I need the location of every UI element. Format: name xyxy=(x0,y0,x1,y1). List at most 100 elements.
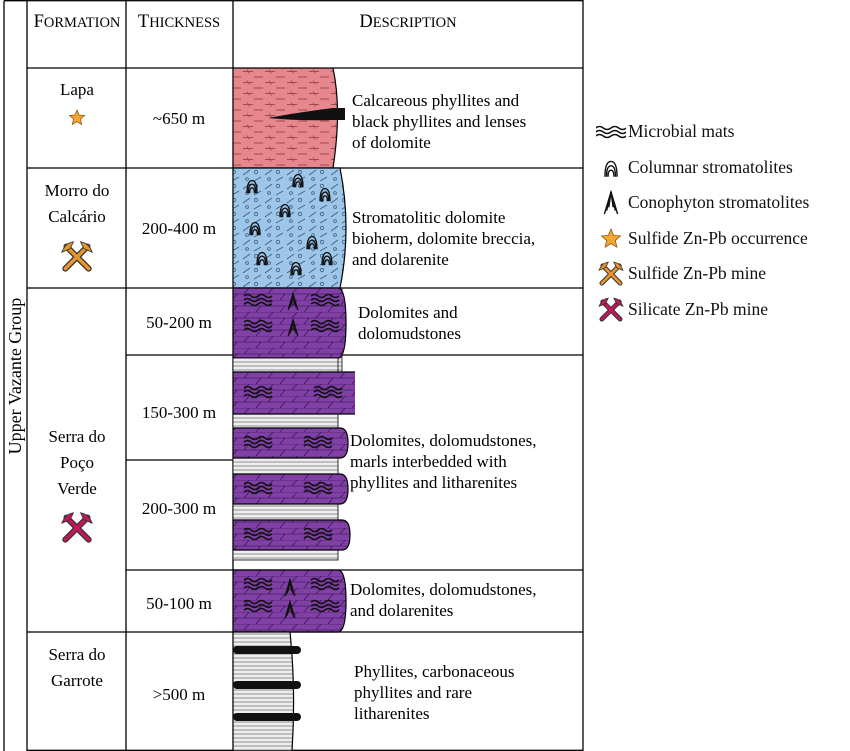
microbial-mats-icon xyxy=(310,599,340,613)
description-line: Stromatolitic dolomite xyxy=(352,208,505,227)
columnar-stromatolite-icon xyxy=(319,187,331,202)
thickness-label: 50-100 m xyxy=(146,594,212,613)
description-line: Dolomites, dolomudstones, xyxy=(350,580,537,599)
conophyton-stromatolite-icon xyxy=(287,317,299,337)
pickaxe-icon xyxy=(61,241,93,272)
table-header: FORMATION THICKNESS DESCRIPTION xyxy=(34,12,458,32)
formation-names: Lapa Morro do Calcário Serra do Poço Verde Ser… xyxy=(45,80,110,690)
conophyton-stromatolite-icon xyxy=(287,291,299,311)
legend-label: Columnar stromatolites xyxy=(628,156,793,177)
microbial-mats-icon xyxy=(243,293,273,307)
thickness-label: ~650 m xyxy=(153,109,205,128)
legend-label: Sulfide Zn-Pb mine xyxy=(628,263,767,283)
microbial-mats-icon xyxy=(243,481,273,495)
formation-name-line: Calcário xyxy=(48,207,106,226)
columnar-stromatolite-icon xyxy=(290,261,302,276)
formation-name-line: Garrote xyxy=(51,671,103,690)
conophyton-stromatolite-icon xyxy=(284,577,296,597)
lithology-dolomite-bed xyxy=(233,519,351,551)
header-formation: FORMATION xyxy=(34,12,121,32)
description-texts: Calcareous phyllites and black phyllites … xyxy=(350,91,537,723)
legend-label: Conophyton stromatolites xyxy=(628,192,810,212)
microbial-mats-icon xyxy=(310,293,340,307)
formation-name-line: Lapa xyxy=(60,80,94,99)
lithology-phyllite-carbonaceous xyxy=(233,631,301,751)
lithology-dolomite-breccia xyxy=(233,167,347,289)
description-line: phyllites and rare xyxy=(354,683,472,702)
description-line: Phyllites, carbonaceous xyxy=(354,662,515,681)
lithology-dolomite-bed xyxy=(233,473,349,505)
microbial-mats-icon xyxy=(303,435,333,449)
thickness-label: 50-200 m xyxy=(146,313,212,332)
star-icon xyxy=(600,227,622,248)
description-line: Dolomites, dolomudstones, xyxy=(350,431,537,450)
columnar-stromatolite-icon xyxy=(279,203,291,218)
legend-item: Sulfide Zn-Pb mine xyxy=(594,260,850,296)
lithology-dolomite-bed xyxy=(233,427,349,459)
microbial-mats-icon xyxy=(243,577,273,591)
description-line: bioherm, dolomite breccia, xyxy=(352,229,535,248)
microbial-mats-icon xyxy=(310,577,340,591)
legend-item: Sulfide Zn-Pb occurrence xyxy=(594,225,850,261)
microbial-mats-icon xyxy=(303,527,333,541)
header-description: DESCRIPTION xyxy=(359,12,457,32)
conophyton-stromatolite-icon xyxy=(284,599,296,619)
columnar-stromatolite-icon xyxy=(604,160,618,177)
legend-label: Sulfide Zn-Pb occurrence xyxy=(628,227,808,248)
thickness-label: 200-300 m xyxy=(142,499,216,518)
legend-item: Silicate Zn-Pb mine xyxy=(594,296,850,332)
microbial-mats-icon xyxy=(310,319,340,333)
description-line: dolomudstones xyxy=(358,324,461,343)
microbial-mats-icon xyxy=(243,527,273,541)
legend-label: Silicate Zn-Pb mine xyxy=(628,298,768,319)
columnar-stromatolite-icon xyxy=(249,221,261,236)
lithology-calcareous-phyllite xyxy=(233,68,345,169)
thickness-labels: ~650 m 200-400 m 50-200 m 150-300 m 200-300 … xyxy=(142,109,216,704)
description-line: of dolomite xyxy=(352,133,431,152)
microbial-mats-icon xyxy=(313,385,343,399)
lithology-dolomite-bed xyxy=(233,371,355,415)
pickaxe-icon xyxy=(598,261,624,286)
formation-name-line: Serra do xyxy=(48,427,105,446)
microbial-mats-icon xyxy=(596,125,626,139)
description-line: litharenites xyxy=(354,704,430,723)
thickness-label: 150-300 m xyxy=(142,403,216,422)
description-line: and dolarenites xyxy=(350,601,453,620)
description-line: and dolarenite xyxy=(352,250,449,269)
legend-label: Microbial mats xyxy=(628,121,735,141)
header-thickness: THICKNESS xyxy=(138,12,220,32)
description-line: Dolomites and xyxy=(358,303,458,322)
black-phyllite-lens xyxy=(268,108,345,121)
columnar-stromatolite-icon xyxy=(306,235,318,250)
legend-item: Conophyton stromatolites xyxy=(594,189,850,225)
thickness-label: >500 m xyxy=(153,685,206,704)
formation-name-line: Verde xyxy=(57,479,97,498)
conophyton-stromatolite-icon xyxy=(603,190,619,215)
pickaxe-icon xyxy=(61,512,93,543)
columnar-stromatolite-icon xyxy=(321,251,333,266)
group-label: Upper Vazante Group xyxy=(5,298,25,455)
formation-name-line: Poço xyxy=(60,453,94,472)
lithology-column xyxy=(233,68,355,751)
legend-item: Microbial mats xyxy=(594,118,850,154)
carbonaceous-phyllite-bed xyxy=(233,646,301,654)
legend: Microbial mats Columnar stromatolites Cono… xyxy=(594,118,850,331)
thickness-label: 200-400 m xyxy=(142,219,216,238)
microbial-mats-icon xyxy=(243,319,273,333)
columnar-stromatolite-icon xyxy=(256,251,268,266)
legend-item: Columnar stromatolites xyxy=(594,154,850,190)
description-line: black phyllites and lenses xyxy=(352,112,526,131)
microbial-mats-icon xyxy=(243,385,273,399)
microbial-mats-icon xyxy=(303,481,333,495)
carbonaceous-phyllite-bed xyxy=(233,681,301,689)
lithology-dolomite-microbial xyxy=(233,287,347,359)
microbial-mats-icon xyxy=(243,435,273,449)
formation-name-line: Morro do xyxy=(45,181,110,200)
lithology-dolomite-microbial-stromatolite xyxy=(233,569,347,633)
carbonaceous-phyllite-bed xyxy=(233,713,301,721)
columnar-stromatolite-icon xyxy=(246,179,258,194)
star-icon xyxy=(68,108,86,126)
pickaxe-icon xyxy=(598,297,624,322)
description-line: Calcareous phyllites and xyxy=(352,91,520,110)
